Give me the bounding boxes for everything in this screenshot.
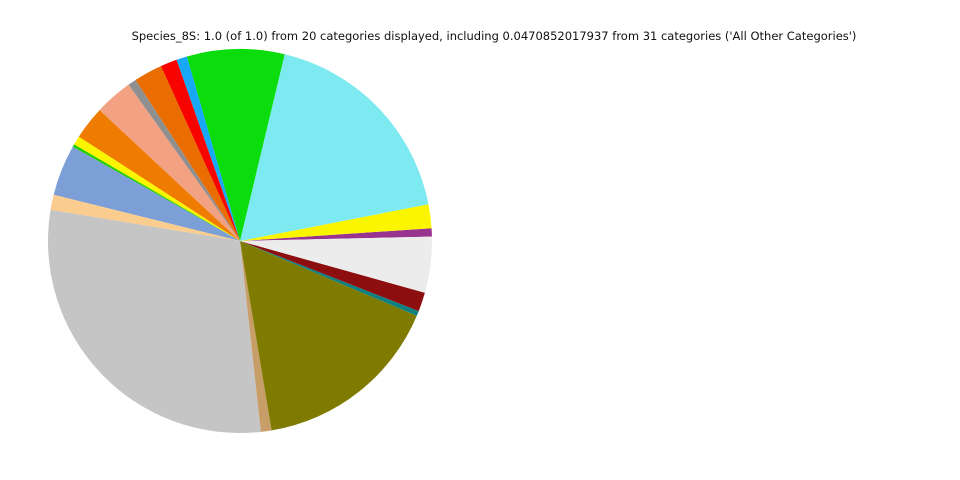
- pie-slice-salmon: [99, 84, 240, 241]
- pie-slice-yellow-2: [74, 136, 240, 241]
- pie-slice-dark-orange: [135, 66, 240, 241]
- pie-slice-silver: [47, 209, 261, 434]
- pie-slice-gray: [128, 79, 240, 241]
- pie-slice-olive: [240, 241, 417, 431]
- pie-slice-purple: [240, 228, 432, 241]
- pie-slice-tan: [240, 241, 272, 432]
- pie-slice-yellow: [240, 204, 432, 241]
- pie-slice-green-2: [72, 144, 241, 241]
- pie-slice-red: [160, 59, 240, 241]
- chart-title: Species_8S: 1.0 (of 1.0) from 20 categor…: [131, 29, 857, 43]
- pie-slice-steel-blue: [53, 146, 240, 241]
- pie-slice-orange: [78, 110, 240, 241]
- pie-slice-dark-red: [240, 241, 425, 312]
- pie-slice-white-smoke: [240, 236, 432, 293]
- pie-slice-peach: [50, 194, 240, 241]
- pie-slice-teal: [240, 241, 419, 316]
- pie-slice-dodger-blue: [176, 56, 240, 241]
- pie-slice-cyan: [240, 54, 429, 241]
- pie-slice-green: [186, 48, 285, 241]
